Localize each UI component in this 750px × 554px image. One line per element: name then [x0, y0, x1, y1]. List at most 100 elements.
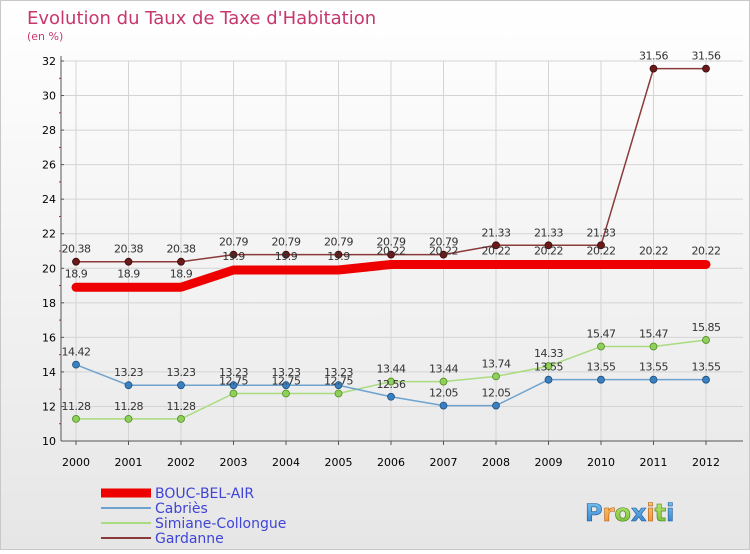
data-point — [702, 64, 710, 73]
x-tick-label: 2001 — [115, 456, 143, 469]
data-label: 20.38 — [62, 243, 91, 256]
x-tick-label: 2010 — [587, 456, 615, 469]
series-line — [71, 259, 711, 292]
data-label: 12.05 — [429, 387, 458, 400]
data-point — [544, 362, 553, 371]
data-labels: 18.9 18.9 18.919.9 19.9 19.9 20.22 20.22 20.22 2… — [62, 50, 722, 413]
data-label: 19.9 — [327, 250, 350, 263]
data-label: 20.22 — [587, 244, 616, 257]
data-point — [597, 342, 605, 351]
data-point — [72, 414, 80, 423]
x-tick-label: 2003 — [220, 456, 248, 469]
data-label: 12.75 — [272, 375, 301, 388]
data-point — [702, 375, 710, 384]
data-label: 21.33 — [482, 226, 511, 239]
chart-subtitle: (en %) — [27, 30, 63, 43]
data-label: 31.56 — [692, 50, 721, 63]
data-point — [282, 250, 290, 259]
data-point — [282, 389, 290, 398]
data-label: 20.79 — [377, 236, 406, 249]
data-point — [229, 250, 238, 259]
data-label: 13.23 — [324, 366, 353, 379]
data-label: 20.22 — [639, 244, 668, 257]
data-label: 13.55 — [587, 361, 616, 374]
data-label: 20.22 — [377, 244, 406, 257]
axes — [59, 56, 743, 445]
data-label: 15.47 — [587, 328, 616, 341]
data-label: 13.55 — [639, 361, 668, 374]
data-point — [597, 375, 605, 384]
data-label: 15.47 — [639, 328, 668, 341]
data-point — [387, 250, 395, 259]
data-point — [334, 381, 343, 390]
data-point — [124, 381, 133, 390]
y-tick-label: 22 — [42, 228, 56, 241]
x-tick-label: 2004 — [272, 456, 300, 469]
x-tick-label: 2007 — [430, 456, 458, 469]
data-point — [72, 257, 80, 266]
data-label: 21.33 — [587, 226, 616, 239]
watermark-text: Proxiti — [585, 499, 674, 527]
data-label: 20.79 — [219, 236, 248, 249]
data-label: 13.55 — [692, 361, 721, 374]
data-label: 20.79 — [429, 236, 458, 249]
data-label: 11.28 — [167, 400, 196, 413]
x-tick-label: 2005 — [325, 456, 353, 469]
data-label: 21.33 — [534, 226, 563, 239]
x-tick-label: 2011 — [640, 456, 668, 469]
data-label: 20.22 — [429, 244, 458, 257]
data-label: 13.55 — [534, 361, 563, 374]
data-point — [439, 401, 448, 410]
data-label: 19.9 — [275, 250, 298, 263]
data-point — [334, 389, 343, 398]
data-label: 18.9 — [65, 267, 88, 280]
proxiti-logo: Proxiti — [585, 499, 675, 528]
data-point — [597, 241, 605, 250]
data-point — [439, 377, 448, 386]
data-label: 20.22 — [534, 244, 563, 257]
data-label: 14.42 — [62, 346, 91, 359]
data-label: 20.38 — [167, 243, 196, 256]
y-tick-label: 20 — [42, 262, 56, 275]
y-tick-label: 28 — [42, 124, 56, 137]
data-label: 11.28 — [114, 400, 143, 413]
data-point — [72, 360, 80, 369]
x-tick-label: 2000 — [62, 456, 90, 469]
data-label: 12.75 — [219, 375, 248, 388]
x-tick-label: 2008 — [482, 456, 510, 469]
data-label: 13.23 — [114, 366, 143, 379]
data-point — [702, 336, 710, 344]
y-tick-label: 30 — [42, 90, 56, 103]
data-label: 14.33 — [534, 347, 563, 360]
chart-title: Evolution du Taux de Taxe d'Habitation — [27, 8, 376, 29]
data-point — [387, 377, 395, 386]
y-tick-label: 18 — [42, 297, 56, 310]
legend-label: BOUC-BEL-AIR — [155, 486, 254, 502]
x-tick-label: 2009 — [535, 456, 563, 469]
data-label: 19.9 — [222, 250, 245, 263]
data-point — [124, 257, 133, 266]
data-point — [649, 342, 658, 351]
data-point — [492, 241, 500, 250]
data-point — [334, 250, 343, 259]
data-point — [177, 381, 185, 390]
data-point — [124, 414, 133, 423]
series-group — [71, 64, 711, 423]
data-label: 13.44 — [429, 363, 458, 376]
data-label: 20.22 — [482, 244, 511, 257]
data-label: 13.23 — [167, 366, 196, 379]
y-tick-label: 26 — [42, 159, 56, 172]
data-point — [177, 257, 185, 266]
data-label: 13.23 — [219, 366, 248, 379]
data-label: 12.56 — [377, 378, 406, 391]
data-label: 13.23 — [272, 366, 301, 379]
data-point — [649, 64, 658, 73]
data-point — [492, 372, 500, 381]
y-tick-label: 16 — [42, 331, 56, 344]
data-label: 20.79 — [272, 236, 301, 249]
data-label: 20.79 — [324, 236, 353, 249]
data-point — [649, 375, 658, 384]
data-label: 20.38 — [114, 243, 143, 256]
data-point — [387, 392, 395, 401]
